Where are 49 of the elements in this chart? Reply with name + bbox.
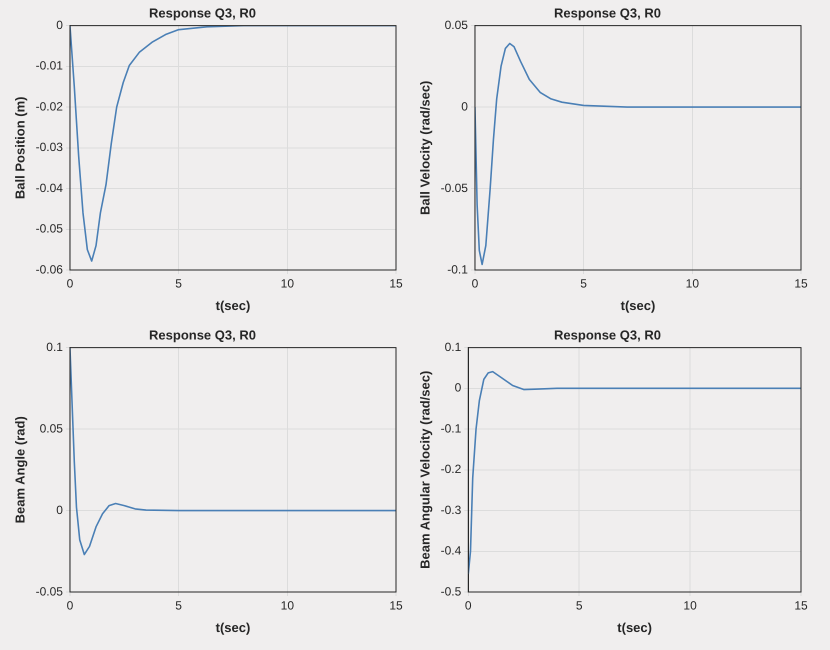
y-tick-label: 0.05 <box>40 421 64 436</box>
y-tick-label: 0 <box>56 502 64 517</box>
y-tick-label: -0.03 <box>36 140 64 154</box>
chart-title: Response Q3, R0 <box>149 327 256 342</box>
y-axis-title: Beam Angle (rad) <box>12 416 28 524</box>
x-tick-label: 15 <box>389 276 403 291</box>
x-axis-title: t(sec) <box>617 620 652 635</box>
x-tick-label: 15 <box>794 276 808 291</box>
x-axis-title: t(sec) <box>620 298 656 313</box>
x-tick-label: 10 <box>280 276 294 291</box>
x-tick-label: 0 <box>66 276 74 291</box>
x-tick-label: 5 <box>576 598 583 613</box>
x-axis-title: t(sec) <box>216 298 250 313</box>
x-tick-label: 15 <box>389 598 403 613</box>
y-tick-label: 0 <box>454 380 462 395</box>
y-tick-label: 0.05 <box>444 18 468 32</box>
y-tick-label: -0.05 <box>440 180 468 195</box>
x-tick-label: 5 <box>580 276 588 291</box>
y-tick-label: 0 <box>56 18 64 32</box>
y-tick-label: -0.05 <box>36 222 64 236</box>
x-tick-label: 15 <box>794 598 808 613</box>
chart-title: Response Q3, R0 <box>554 327 661 342</box>
x-tick-label: 0 <box>472 276 479 291</box>
y-tick-label: -0.2 <box>440 462 462 476</box>
y-axis-title: Beam Angular Velocity (rad/sec) <box>417 370 432 569</box>
chart-title: Response Q3, R0 <box>554 5 661 20</box>
x-tick-label: 10 <box>683 598 698 613</box>
y-tick-label: -0.05 <box>36 584 64 598</box>
x-tick-label: 10 <box>280 598 294 613</box>
x-tick-label: 10 <box>686 276 700 291</box>
y-tick-label: 0.1 <box>444 340 462 354</box>
y-tick-label: -0.06 <box>36 262 64 276</box>
y-tick-label: -0.01 <box>36 58 64 73</box>
y-axis-title: Ball Velocity (rad/sec) <box>417 80 432 216</box>
y-axis-title: Ball Position (m) <box>12 96 28 200</box>
y-tick-label: -0.1 <box>440 421 462 436</box>
x-tick-label: 5 <box>175 598 182 613</box>
x-axis-title: t(sec) <box>216 620 250 635</box>
chart-title: Response Q3, R0 <box>149 5 256 20</box>
y-tick-label: -0.02 <box>36 99 64 114</box>
x-tick-label: 0 <box>66 598 74 613</box>
x-tick-label: 5 <box>175 276 182 291</box>
y-tick-label: -0.5 <box>440 584 462 598</box>
y-tick-label: 0.1 <box>46 340 64 354</box>
y-tick-label: -0.3 <box>440 502 462 517</box>
y-tick-label: -0.4 <box>440 544 462 558</box>
y-tick-label: 0 <box>461 99 468 114</box>
y-tick-label: -0.04 <box>36 180 64 195</box>
y-tick-label: -0.1 <box>447 262 468 276</box>
